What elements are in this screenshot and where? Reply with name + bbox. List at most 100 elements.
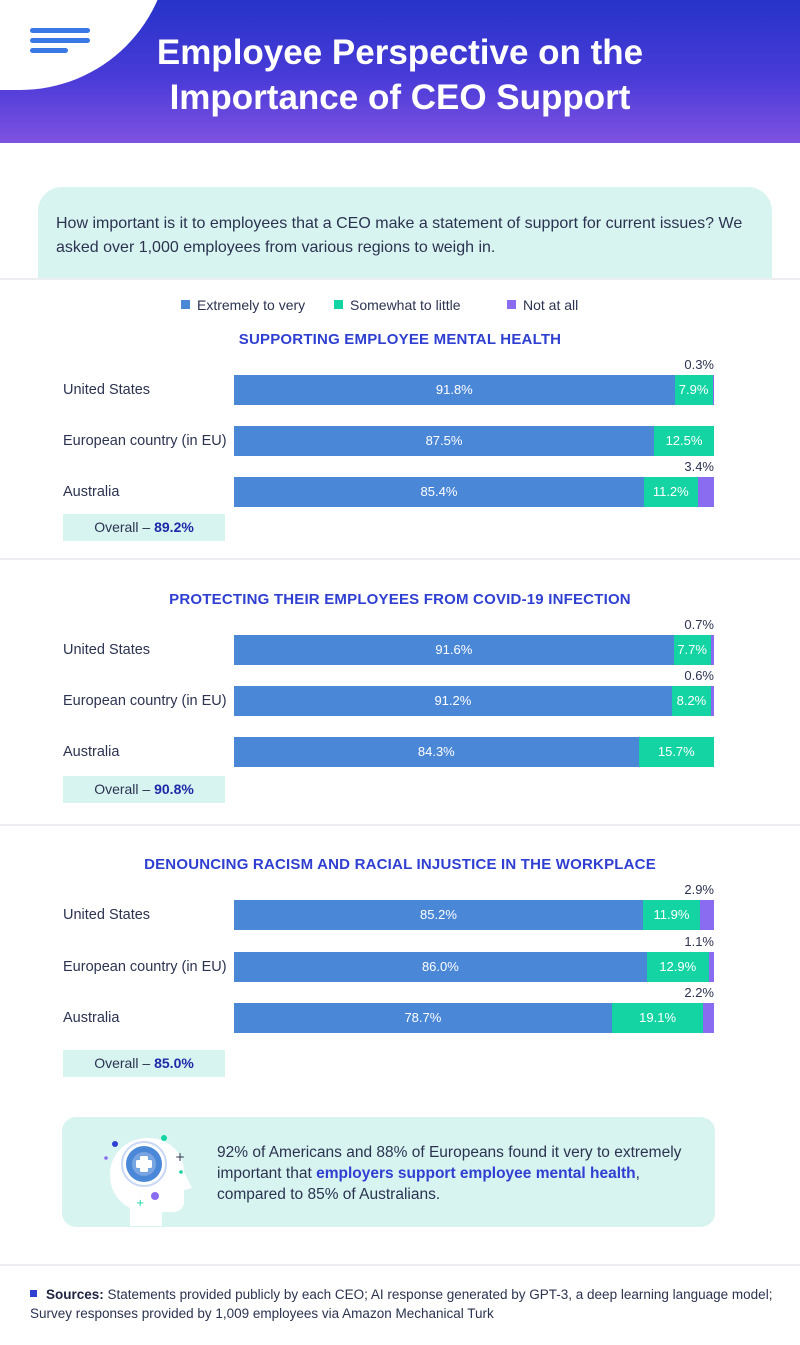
bar-segment-somewhat [673,635,711,665]
row-label: Australia [63,1010,120,1026]
section-divider [0,278,800,280]
bar-segment-extreme [234,477,644,507]
data-label: 12.5% [665,433,703,448]
bar-segment-somewhat [671,686,712,716]
menu-icon[interactable] [30,28,92,58]
bar-segment-extreme [234,900,643,930]
legend-label: Not at all [523,297,579,313]
svg-text:+: + [136,1198,144,1209]
data-label: 11.2% [652,484,689,499]
data-label: 91.2% [434,693,472,708]
data-label: 78.7% [404,1010,442,1025]
bar-segment-somewhat [646,952,709,982]
bar-segment-somewhat [643,477,698,507]
data-label: 0.6% [684,668,714,683]
data-label: 7.7% [677,642,707,657]
data-label: 2.9% [684,882,714,897]
data-label: 85.2% [420,907,457,922]
fact-highlight: employers support employee mental health [316,1165,636,1182]
overall-label: Overall – [94,519,155,535]
page-title: Employee Perspective on the Importance o… [156,33,644,117]
data-label: 0.3% [684,357,714,372]
bar-segment-somewhat [654,426,714,456]
legend-label: Somewhat to little [350,297,461,313]
data-label: 3.4% [684,459,714,474]
bar-segment-extreme [234,952,647,982]
bar-segment-somewhat [642,900,701,930]
data-label: 19.1% [639,1010,677,1025]
stacked-bar: 85.4% 11.2% [234,477,714,507]
overall-badge: Overall – 90.8% [63,776,225,803]
stacked-bar: 78.7% 19.1% [234,1003,714,1033]
section-divider [0,1264,800,1266]
data-label: 91.8% [435,382,473,397]
overall-value: 90.8% [154,781,194,797]
legend-item-notatall: Not at all [507,296,578,314]
overall-value: 89.2% [154,519,194,535]
data-label: 15.7% [657,744,695,759]
data-label: 87.5% [425,433,463,448]
row-label: European country (in EU) [63,433,227,449]
overall-value: 85.0% [154,1055,194,1071]
stacked-bar: 84.3% 15.7% [234,737,714,767]
legend-item-extreme: Extremely to very [181,296,305,314]
bar-segment-notatall [710,635,714,665]
overall-label: Overall – [94,1055,155,1071]
bar-segment-extreme [234,1003,612,1033]
stacked-bar: 85.2% 11.9% [234,900,714,930]
section-divider [0,558,800,560]
data-label: 0.7% [684,617,714,632]
bar-segment-extreme [234,686,672,716]
header-banner: Employee Perspective on the Importance o… [0,0,800,143]
bar-segment-extreme [234,426,654,456]
legend-item-somewhat: Somewhat to little [334,296,461,314]
stacked-bar: 86.0% 12.9% [234,952,714,982]
bullet-icon [30,1290,37,1297]
svg-text:+: + [175,1150,185,1164]
data-label: 1.1% [684,934,714,949]
bar-segment-somewhat [674,375,713,405]
chart-legend: Extremely to very Somewhat to little Not… [0,296,800,316]
data-label: 86.0% [421,959,459,974]
data-label: 2.2% [684,985,714,1000]
data-label: 91.6% [435,642,473,657]
overall-badge: Overall – 85.0% [63,1050,225,1077]
stacked-bar: 91.6% 7.7% [234,635,714,665]
chart-title: DENOUNCING RACISM AND RACIAL INJUSTICE I… [144,856,656,873]
chart-title: PROTECTING THEIR EMPLOYEES FROM COVID-19… [169,591,631,608]
fact-text-pre: 92% of Americans and 88% of Europeans fo… [217,1144,682,1182]
data-label: 8.2% [676,693,707,708]
row-label: European country (in EU) [63,693,227,709]
overall-badge: Overall – 89.2% [63,514,225,541]
bar-segment-extreme [234,737,639,767]
intro-text: How important is it to employees that a … [38,187,772,278]
data-label: 11.9% [653,907,690,922]
bar-segment-notatall [700,900,714,930]
row-label: Australia [63,744,120,760]
stacked-bar: 87.5% 12.5% [234,426,714,456]
chart-title: SUPPORTING EMPLOYEE MENTAL HEALTH [238,331,562,348]
bar-segment-somewhat [638,737,714,767]
stacked-bar: 91.2% 8.2% [234,686,714,716]
row-label: Australia [63,484,120,500]
bar-segment-notatall [697,477,714,507]
row-label: European country (in EU) [63,959,227,975]
row-label: United States [63,907,151,923]
bar-segment-notatall [711,686,714,716]
bar-segment-notatall [712,375,714,405]
stacked-bar: 91.8% 7.9% [234,375,714,405]
overall-label: Overall – [94,781,155,797]
bar-segment-extreme [234,375,675,405]
bar-segment-somewhat [611,1003,704,1033]
data-label: 12.9% [659,959,697,974]
legend-label: Extremely to very [197,297,306,313]
fact-text-post: , compared to 85% of Australians. [217,1165,640,1203]
sources-text: Statements provided publicly by each CEO… [30,1287,773,1321]
data-label: 85.4% [420,484,458,499]
bar-segment-notatall [703,1003,714,1033]
section-divider [0,824,800,826]
bar-segment-extreme [234,635,674,665]
head-plus-icon: + + [104,1135,192,1226]
data-label: 7.9% [678,382,709,397]
row-label: United States [63,642,151,658]
